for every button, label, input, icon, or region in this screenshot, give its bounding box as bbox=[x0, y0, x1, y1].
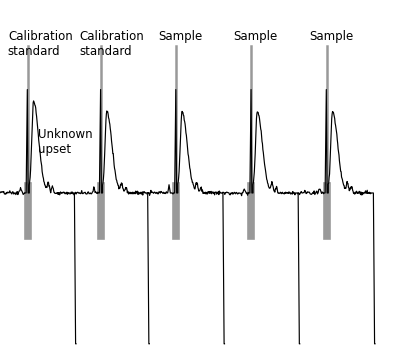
Text: Calibration
standard: Calibration standard bbox=[8, 30, 73, 58]
Text: Sample: Sample bbox=[234, 30, 278, 43]
Text: Calibration
standard: Calibration standard bbox=[79, 30, 144, 58]
Text: Sample: Sample bbox=[309, 30, 353, 43]
Text: Unknown
upset: Unknown upset bbox=[38, 128, 92, 156]
Text: Sample: Sample bbox=[158, 30, 203, 43]
